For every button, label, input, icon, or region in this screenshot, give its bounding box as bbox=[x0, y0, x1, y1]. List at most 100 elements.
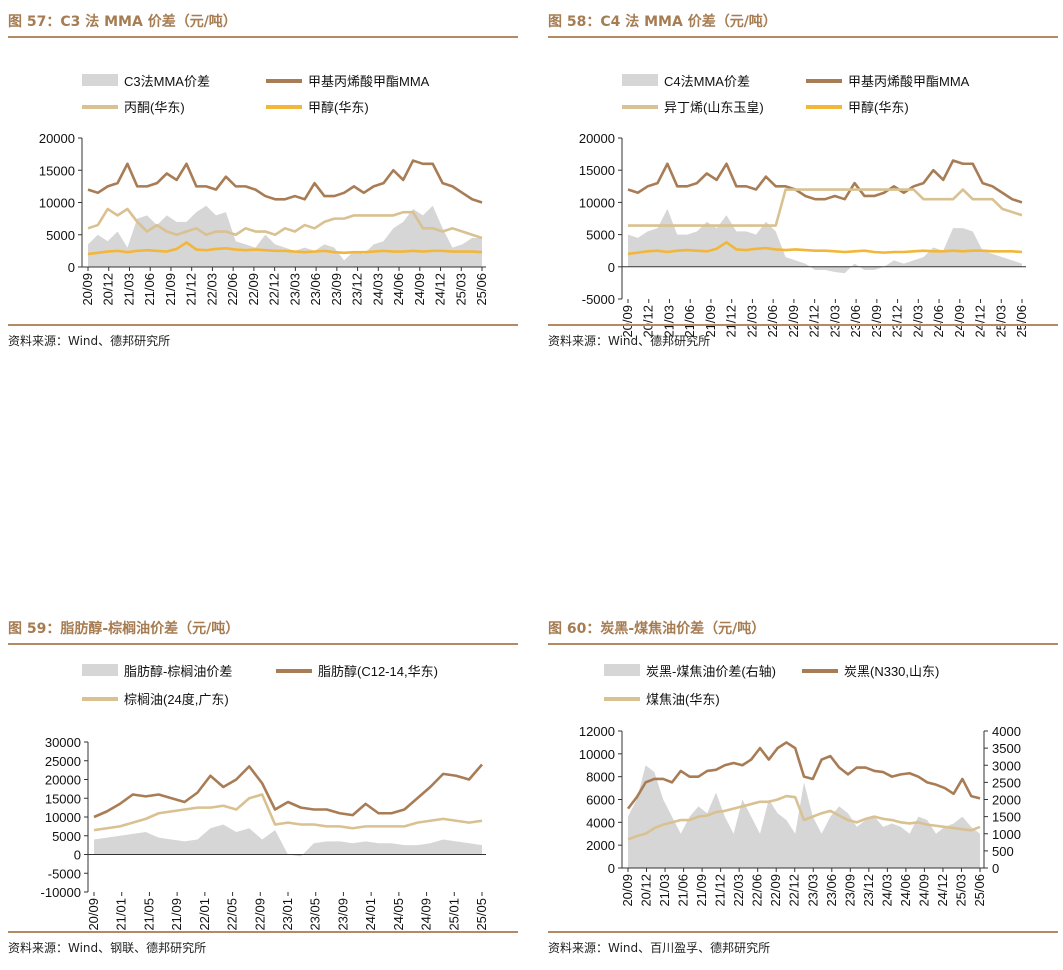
series-area-0 bbox=[94, 824, 482, 857]
series-area-0 bbox=[88, 205, 482, 267]
x-tick-label: 21/09 bbox=[694, 874, 709, 907]
legend-label: 煤焦油(华东) bbox=[646, 692, 720, 707]
x-tick-label: 22/01 bbox=[197, 898, 212, 931]
y-tick-label: 10000 bbox=[579, 747, 615, 762]
chart-source-58: 资料来源：Wind、德邦研究所 bbox=[548, 324, 1058, 349]
chart-panel-58: 图 58：C4 法 MMA 价差（元/吨） C4法MMA价差 甲基丙烯酸甲酯MMA… bbox=[548, 8, 1058, 353]
y-tick-label: 5000 bbox=[52, 829, 81, 844]
figure-title: C3 法 MMA 价差（元/吨） bbox=[60, 14, 237, 30]
y2-tick-label: 3500 bbox=[992, 741, 1021, 756]
legend-label: 甲醇(华东) bbox=[848, 100, 909, 115]
x-tick-label: 24/12 bbox=[433, 273, 448, 306]
x-tick-label: 23/12 bbox=[350, 273, 365, 306]
x-tick-label: 24/03 bbox=[910, 305, 925, 338]
x-tick-label: 23/12 bbox=[861, 874, 876, 907]
series-line-1 bbox=[93, 763, 483, 819]
y-tick-label: -10000 bbox=[41, 885, 81, 900]
x-tick-label: 24/03 bbox=[370, 273, 385, 306]
x-tick-label: 21/01 bbox=[114, 898, 129, 931]
x-tick-label: 21/03 bbox=[661, 305, 676, 338]
x-tick-label: 24/09 bbox=[412, 273, 427, 306]
legend-label: 异丁烯(山东玉皇) bbox=[664, 100, 764, 115]
chart-source-57: 资料来源：Wind、德邦研究所 bbox=[8, 324, 518, 349]
y-tick-label: 15000 bbox=[579, 163, 615, 178]
x-tick-label: 21/05 bbox=[141, 898, 156, 931]
chart-panel-59: 图 59：脂肪醇-棕榈油价差（元/吨） 脂肪醇-棕榈油价差 脂肪醇(C12-14,… bbox=[8, 615, 518, 960]
y2-tick-label: 500 bbox=[992, 844, 1014, 859]
x-tick-label: 25/06 bbox=[1014, 305, 1029, 338]
figure-title: C4 法 MMA 价差（元/吨） bbox=[600, 14, 777, 30]
y-tick-label: -5000 bbox=[582, 292, 615, 307]
x-tick-label: 22/06 bbox=[225, 273, 240, 306]
series-line-1 bbox=[626, 741, 981, 810]
x-tick-label: 23/12 bbox=[890, 305, 905, 338]
y-tick-label: 0 bbox=[608, 260, 615, 275]
chart-panel-60: 图 60：炭黑-煤焦油价差（元/吨） 炭黑-煤焦油价差(右轴) 炭黑(N330,山… bbox=[548, 615, 1058, 960]
x-tick-label: 25/03 bbox=[953, 874, 968, 907]
x-tick-label: 24/06 bbox=[391, 273, 406, 306]
x-tick-label: 24/12 bbox=[935, 874, 950, 907]
x-tick-label: 23/03 bbox=[287, 273, 302, 306]
y-tick-label: 0 bbox=[608, 861, 615, 876]
y-tick-label: 10000 bbox=[39, 196, 75, 211]
series-line-2 bbox=[87, 207, 483, 240]
legend-swatch bbox=[82, 74, 118, 86]
x-tick-label: 21/03 bbox=[121, 273, 136, 306]
y-tick-label: 12000 bbox=[579, 724, 615, 739]
x-tick-label: 23/06 bbox=[824, 874, 839, 907]
x-tick-label: 24/09 bbox=[916, 874, 931, 907]
legend-swatch bbox=[604, 664, 640, 676]
x-tick-label: 20/09 bbox=[86, 898, 101, 931]
legend-label: C4法MMA价差 bbox=[664, 74, 750, 89]
series-line-2 bbox=[93, 793, 483, 832]
series-line-1 bbox=[627, 159, 1023, 204]
legend-label: 炭黑-煤焦油价差(右轴) bbox=[646, 664, 776, 679]
x-tick-label: 20/09 bbox=[620, 305, 635, 338]
legend-label: 棕榈油(24度,广东) bbox=[124, 692, 229, 707]
x-tick-label: 21/09 bbox=[163, 273, 178, 306]
x-tick-label: 21/12 bbox=[184, 273, 199, 306]
legend-label: 脂肪醇(C12-14,华东) bbox=[318, 664, 438, 679]
chart-60-svg: 炭黑-煤焦油价差(右轴) 炭黑(N330,山东)煤焦油(华东)1200010000… bbox=[579, 664, 1021, 907]
x-tick-label: 22/09 bbox=[246, 273, 261, 306]
x-tick-label: 22/06 bbox=[765, 305, 780, 338]
y2-tick-label: 2500 bbox=[992, 775, 1021, 790]
x-tick-label: 24/09 bbox=[419, 898, 434, 931]
chart-57-svg: C3法MMA价差 甲基丙烯酸甲酯MMA 丙酮(华东) 甲醇(华东) 20000 15000… bbox=[39, 74, 489, 306]
chart-58-svg: C4法MMA价差 甲基丙烯酸甲酯MMA 异丁烯(山东玉皇) 甲醇(华东) 20000 15… bbox=[579, 74, 1029, 338]
series-line-2 bbox=[628, 188, 1023, 227]
y-tick-label: 15000 bbox=[39, 163, 75, 178]
chart-panel-57: 图 57：C3 法 MMA 价差（元/吨） C3法MMA价差 甲基丙烯酸甲酯MMA… bbox=[8, 8, 518, 353]
legend-label: 甲醇(华东) bbox=[308, 100, 369, 115]
x-tick-label: 23/06 bbox=[308, 273, 323, 306]
x-tick-label: 22/03 bbox=[744, 305, 759, 338]
x-tick-label: 23/09 bbox=[869, 305, 884, 338]
chart-title-58: 图 58：C4 法 MMA 价差（元/吨） bbox=[548, 8, 1058, 38]
x-tick-label: 24/12 bbox=[973, 305, 988, 338]
x-tick-label: 21/06 bbox=[142, 273, 157, 306]
y2-tick-label: 0 bbox=[992, 861, 999, 876]
x-tick-label: 22/12 bbox=[807, 305, 822, 338]
legend-label: 丙酮(华东) bbox=[124, 100, 185, 115]
y-tick-label: 0 bbox=[74, 848, 81, 863]
x-tick-label: 22/12 bbox=[787, 874, 802, 907]
series-line-3 bbox=[627, 241, 1023, 256]
y-tick-label: -5000 bbox=[48, 866, 81, 881]
y-tick-label: 25000 bbox=[45, 754, 81, 769]
x-tick-label: 25/01 bbox=[446, 898, 461, 931]
legend-swatch bbox=[622, 74, 658, 86]
series-line-3 bbox=[87, 241, 483, 256]
x-tick-label: 25/06 bbox=[474, 273, 489, 306]
x-tick-label: 23/09 bbox=[329, 273, 344, 306]
y-tick-label: 2000 bbox=[586, 838, 615, 853]
x-tick-label: 23/03 bbox=[805, 874, 820, 907]
x-tick-label: 21/12 bbox=[724, 305, 739, 338]
y-tick-label: 10000 bbox=[579, 195, 615, 210]
x-tick-label: 22/06 bbox=[750, 874, 765, 907]
chart-59-svg: 脂肪醇-棕榈油价差 脂肪醇(C12-14,华东) 棕榈油(24度,广东) 30000 2… bbox=[41, 664, 489, 931]
legend-label: 甲基丙烯酸甲酯MMA bbox=[848, 74, 970, 89]
y2-tick-label: 1500 bbox=[992, 810, 1021, 825]
x-tick-label: 21/09 bbox=[703, 305, 718, 338]
y-tick-label: 4000 bbox=[586, 815, 615, 830]
y-tick-label: 0 bbox=[68, 260, 75, 275]
